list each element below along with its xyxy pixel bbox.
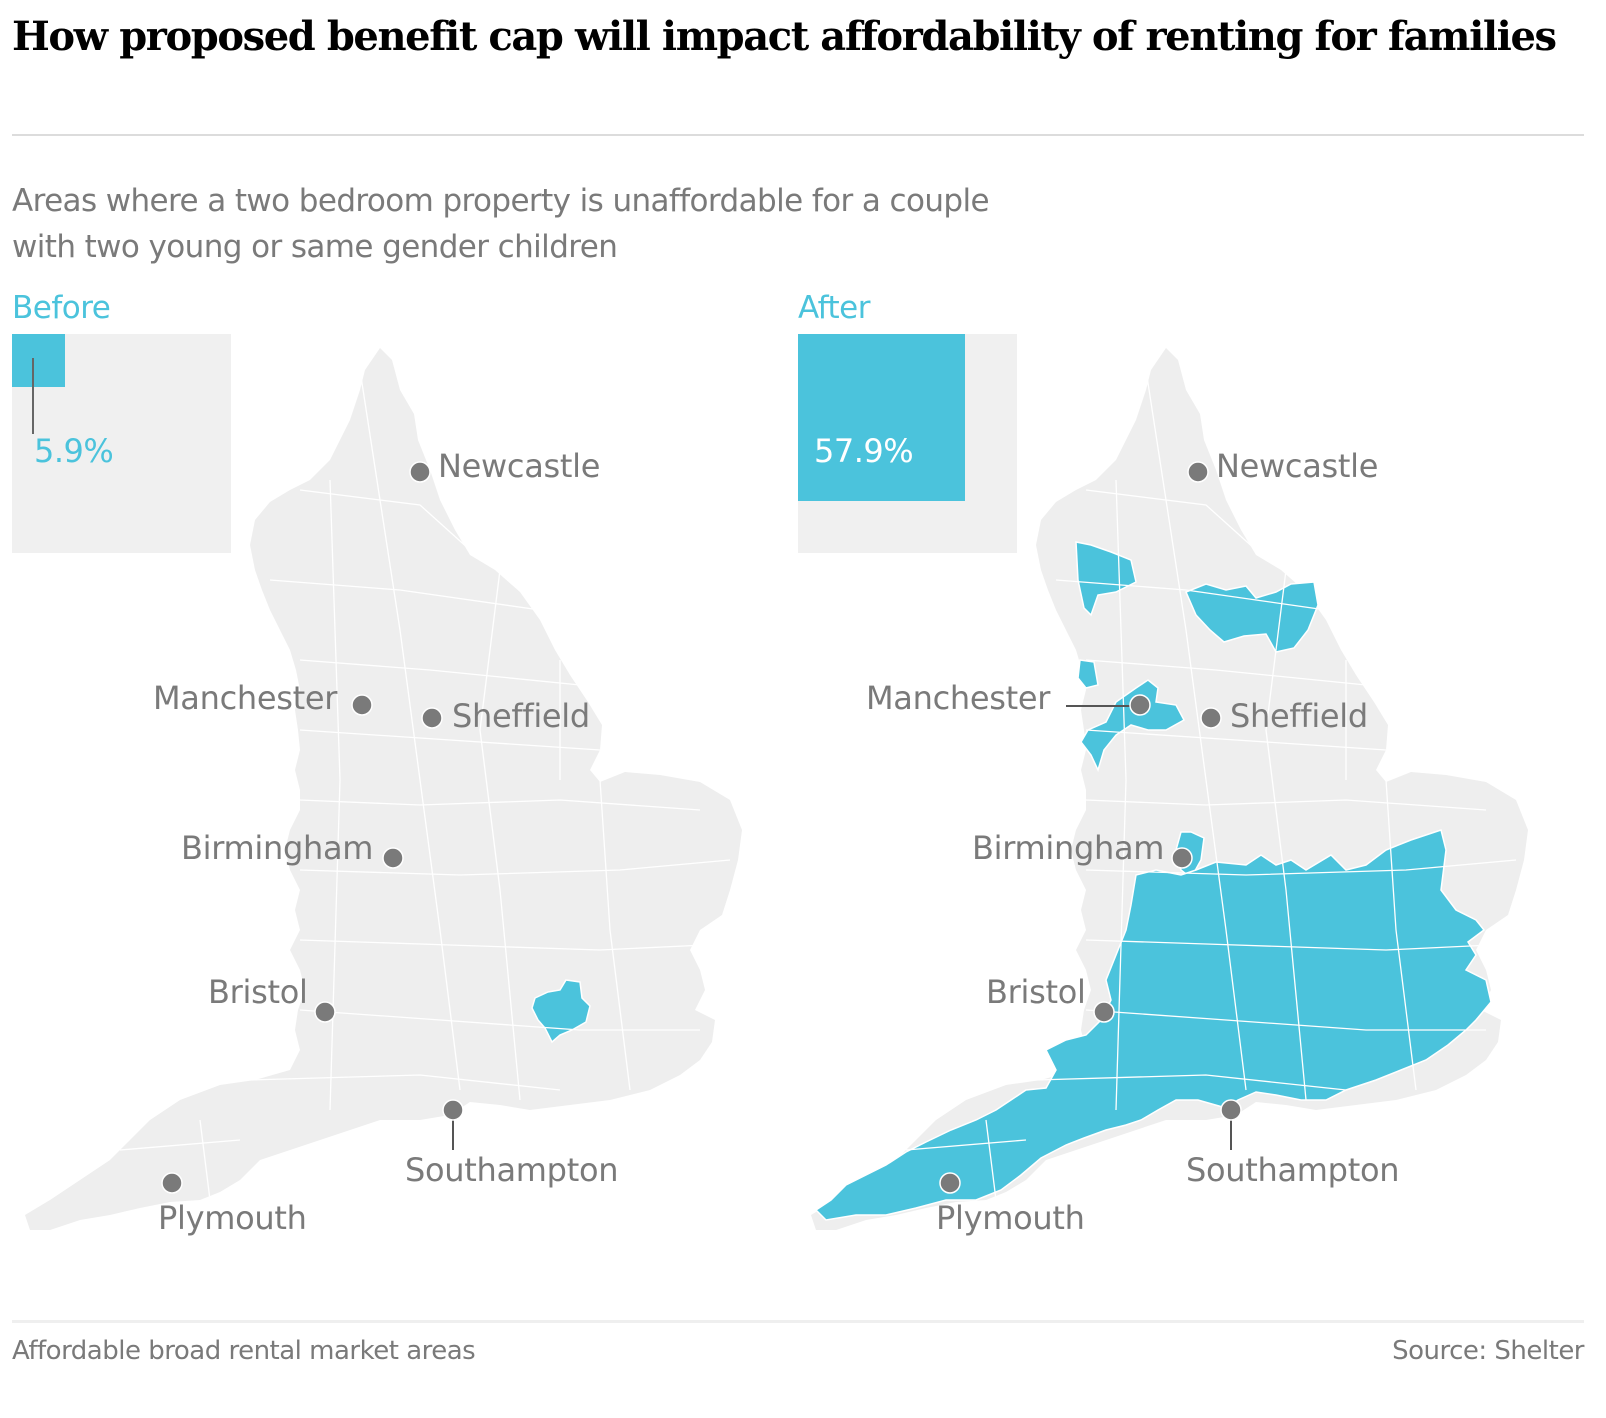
- city-marker-manchester: [351, 694, 373, 716]
- area-border: [1085, 489, 1257, 551]
- area-border: [1145, 369, 1247, 1091]
- legend-share-label: 57.9%: [814, 432, 914, 470]
- legend-share-label: 5.9%: [34, 432, 114, 470]
- city-marker-newcastle: [409, 461, 431, 483]
- area-border: [905, 1139, 1027, 1151]
- area-border: [249, 1074, 561, 1091]
- england-outline: [25, 348, 742, 1230]
- area-border: [1085, 859, 1517, 876]
- unaffordable-area: [1077, 659, 1099, 689]
- city-label-southampton: Southampton: [405, 1151, 619, 1189]
- area-border: [299, 489, 471, 551]
- city-label-manchester: Manchester: [866, 679, 1051, 717]
- area-border: [299, 859, 731, 876]
- area-border: [599, 779, 631, 1091]
- area-border: [299, 939, 706, 951]
- map-panel-after: 57.9% Newcastle Manchester Sheffield Birmin…: [786, 330, 1576, 1280]
- city-label-manchester: Manchester: [153, 679, 338, 717]
- area-border: [1115, 479, 1127, 1111]
- area-border: [479, 569, 521, 1101]
- area-borders: [905, 369, 1517, 1201]
- legend-note: Affordable broad rental market areas: [12, 1336, 476, 1366]
- england-map-before: [25, 348, 742, 1230]
- unaffordable-area: [1080, 679, 1186, 773]
- city-markers: [939, 461, 1242, 1194]
- footer-divider: [12, 1320, 1584, 1323]
- city-label-bristol: Bristol: [986, 973, 1086, 1011]
- area-border: [1055, 579, 1327, 611]
- area-border: [299, 799, 701, 811]
- chart-subtitle: Areas where a two bedroom property is un…: [12, 183, 990, 265]
- city-label-birmingham: Birmingham: [181, 829, 374, 867]
- city-markers: [161, 461, 464, 1194]
- area-border: [1085, 939, 1492, 951]
- city-marker-southampton: [1220, 1099, 1242, 1121]
- area-border: [1085, 1009, 1486, 1031]
- city-label-bristol: Bristol: [208, 973, 308, 1011]
- city-marker-plymouth: [161, 1172, 183, 1194]
- city-marker-southampton: [442, 1099, 464, 1121]
- legend-share-square: [12, 334, 66, 388]
- panel-label-after: After: [798, 290, 870, 326]
- area-border: [1085, 799, 1487, 811]
- area-border: [269, 579, 541, 611]
- area-border: [359, 369, 461, 1091]
- city-marker-plymouth: [939, 1172, 961, 1194]
- area-border: [199, 1119, 211, 1201]
- city-marker-sheffield: [1200, 707, 1222, 729]
- area-border: [299, 729, 601, 751]
- chart-title: How proposed benefit cap will impact aff…: [12, 13, 1557, 60]
- area-border: [299, 1009, 700, 1031]
- area-border: [329, 479, 341, 1111]
- city-label-sheffield: Sheffield: [1230, 697, 1368, 735]
- city-label-sheffield: Sheffield: [452, 697, 590, 735]
- unaffordable-area: [1075, 541, 1137, 617]
- legend-leader-line: [32, 358, 34, 434]
- area-border: [1085, 659, 1367, 686]
- city-label-plymouth: Plymouth: [936, 1199, 1085, 1237]
- area-border: [1385, 779, 1417, 1091]
- city-marker-newcastle: [1187, 461, 1209, 483]
- area-borders: [119, 369, 731, 1201]
- england-map-after: [811, 348, 1528, 1230]
- city-marker-bristol: [1093, 1001, 1115, 1023]
- city-marker-manchester: [1129, 694, 1151, 716]
- unaffordable-areas: [814, 541, 1492, 1221]
- city-marker-sheffield: [421, 707, 443, 729]
- city-marker-bristol: [314, 1001, 336, 1023]
- city-label-newcastle: Newcastle: [1216, 447, 1379, 485]
- unaffordable-area: [531, 979, 591, 1044]
- area-border: [119, 1139, 241, 1151]
- city-label-birmingham: Birmingham: [972, 829, 1165, 867]
- area-border: [985, 1119, 997, 1201]
- map-panel-before: 5.9% Newcastle Manchester Sheffield Birming…: [0, 330, 790, 1280]
- city-label-newcastle: Newcastle: [438, 447, 601, 485]
- source-credit: Source: Shelter: [1392, 1336, 1584, 1366]
- area-border: [299, 659, 581, 686]
- legend-share-square: [798, 334, 965, 501]
- unaffordable-areas: [531, 979, 591, 1044]
- panel-label-before: Before: [12, 290, 111, 326]
- area-border: [1265, 569, 1307, 1101]
- area-border: [1035, 1074, 1347, 1091]
- city-marker-birmingham: [1171, 847, 1193, 869]
- title-divider: [12, 134, 1584, 136]
- city-marker-birmingham: [382, 847, 404, 869]
- unaffordable-area: [1185, 581, 1319, 653]
- city-label-southampton: Southampton: [1186, 1151, 1400, 1189]
- city-label-plymouth: Plymouth: [158, 1199, 307, 1237]
- area-border: [1085, 729, 1387, 751]
